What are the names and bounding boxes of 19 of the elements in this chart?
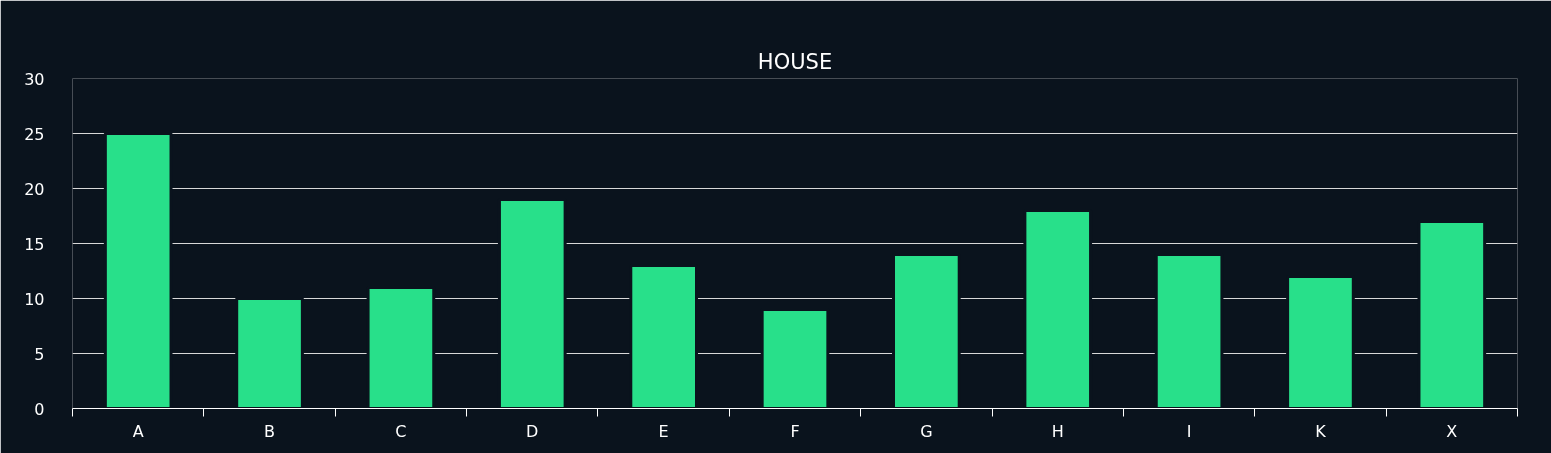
x-tick-label: D xyxy=(526,421,539,441)
x-tick-label: C xyxy=(395,421,407,441)
x-tick-label: A xyxy=(132,421,144,441)
x-tick-label: F xyxy=(790,421,800,441)
x-tick-label: X xyxy=(1446,421,1458,441)
y-tick-label: 25 xyxy=(24,124,45,144)
x-tick-label: I xyxy=(1186,421,1192,441)
y-tick-label: 20 xyxy=(24,179,45,199)
y-tick-label: 10 xyxy=(24,289,45,309)
x-tick-label: E xyxy=(658,421,669,441)
x-tick-label: G xyxy=(920,421,933,441)
x-tick-label: B xyxy=(264,421,276,441)
chart-title: HOUSE xyxy=(757,49,833,74)
x-tick-label: K xyxy=(1315,421,1327,441)
y-tick-label: 5 xyxy=(34,344,45,364)
x-tick-label: H xyxy=(1051,421,1064,441)
y-tick-label: 30 xyxy=(24,69,45,89)
y-tick-label: 15 xyxy=(24,234,45,254)
y-tick-label: 0 xyxy=(34,399,45,419)
